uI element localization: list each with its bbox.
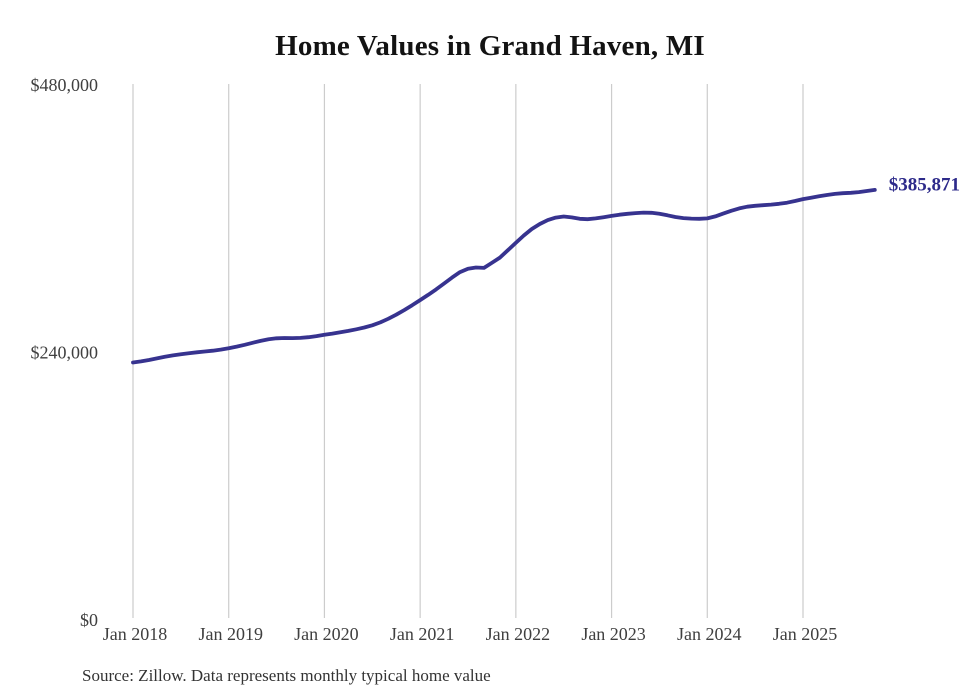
x-tick-label: Jan 2022: [486, 624, 551, 644]
x-tick-label: Jan 2019: [198, 624, 263, 644]
source-note: Source: Zillow. Data represents monthly …: [82, 666, 491, 685]
gridlines-group: [132, 84, 804, 618]
x-tick-label: Jan 2020: [294, 624, 359, 644]
x-tick-label: Jan 2018: [103, 624, 168, 644]
y-tick-label: $240,000: [31, 343, 99, 363]
x-tick-label: Jan 2024: [677, 624, 742, 644]
home-value-line: [131, 188, 877, 365]
x-tick-label: Jan 2021: [390, 624, 455, 644]
end-value-label: $385,871: [889, 174, 960, 195]
y-tick-label: $0: [80, 610, 98, 630]
x-tick-label: Jan 2023: [581, 624, 646, 644]
x-tick-label: Jan 2025: [773, 624, 838, 644]
chart-title: Home Values in Grand Haven, MI: [275, 30, 705, 62]
y-tick-label: $480,000: [31, 75, 99, 95]
y-axis-labels-group: $0 $240,000 $480,000: [31, 75, 99, 630]
x-axis-labels-group: Jan 2018 Jan 2019 Jan 2020 Jan 2021 Jan 2022…: [103, 624, 838, 644]
